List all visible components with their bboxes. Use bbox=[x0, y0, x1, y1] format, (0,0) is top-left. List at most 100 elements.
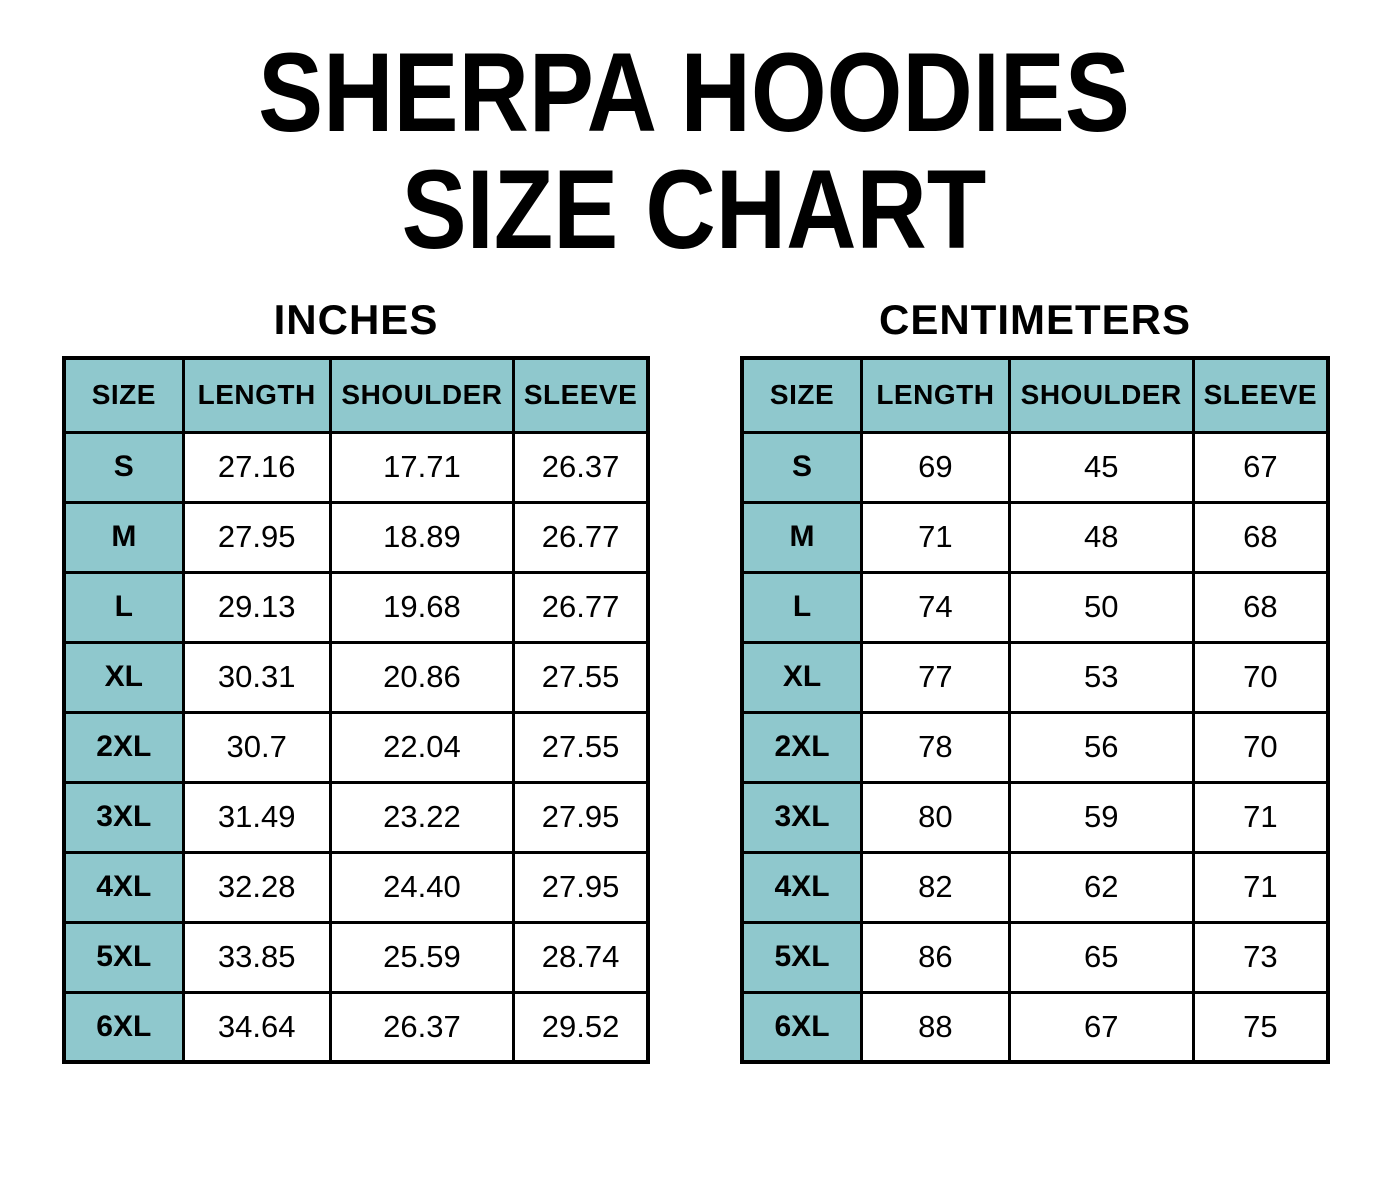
value-cell: 33.85 bbox=[181, 920, 332, 994]
value-cell: 26.37 bbox=[512, 430, 650, 504]
value-cell: 30.7 bbox=[181, 710, 332, 784]
table-row: 4XL 32.28 24.40 27.95 bbox=[62, 850, 650, 924]
value-cell: 86 bbox=[860, 920, 1011, 994]
value-cell: 26.77 bbox=[512, 570, 650, 644]
value-cell: 80 bbox=[860, 780, 1011, 854]
table-row: S 69 45 67 bbox=[740, 430, 1330, 504]
value-cell: 34.64 bbox=[181, 990, 332, 1064]
table-row: L 29.13 19.68 26.77 bbox=[62, 570, 650, 644]
value-cell: 65 bbox=[1007, 920, 1195, 994]
value-cell: 88 bbox=[860, 990, 1011, 1064]
table-row: S 27.16 17.71 26.37 bbox=[62, 430, 650, 504]
column-header-shoulder: SHOULDER bbox=[328, 356, 516, 434]
value-cell: 71 bbox=[860, 500, 1011, 574]
value-cell: 73 bbox=[1191, 920, 1330, 994]
table-row: 4XL 82 62 71 bbox=[740, 850, 1330, 924]
value-cell: 17.71 bbox=[328, 430, 516, 504]
value-cell: 74 bbox=[860, 570, 1011, 644]
tables-container: INCHES SIZE LENGTH SHOULDER SLEEVE S 27.16 17.… bbox=[0, 296, 1388, 1064]
centimeters-size-table: SIZE LENGTH SHOULDER SLEEVE S 69 45 67 M 71 48 68 L 7… bbox=[740, 356, 1330, 1064]
centimeters-section: CENTIMETERS SIZE LENGTH SHOULDER SLEEVE S 69 4… bbox=[740, 296, 1330, 1064]
value-cell: 26.77 bbox=[512, 500, 650, 574]
table-row: XL 77 53 70 bbox=[740, 640, 1330, 714]
size-cell: S bbox=[62, 430, 185, 504]
value-cell: 27.95 bbox=[512, 850, 650, 924]
size-cell: 2XL bbox=[740, 710, 864, 784]
size-cell: 5XL bbox=[740, 920, 864, 994]
size-cell: 4XL bbox=[62, 850, 185, 924]
value-cell: 27.95 bbox=[512, 780, 650, 854]
value-cell: 18.89 bbox=[328, 500, 516, 574]
value-cell: 48 bbox=[1007, 500, 1195, 574]
table-row: 3XL 31.49 23.22 27.95 bbox=[62, 780, 650, 854]
size-cell: S bbox=[740, 430, 864, 504]
value-cell: 19.68 bbox=[328, 570, 516, 644]
inches-size-table: SIZE LENGTH SHOULDER SLEEVE S 27.16 17.71 26.37… bbox=[62, 356, 650, 1064]
value-cell: 31.49 bbox=[181, 780, 332, 854]
page-title: SHERPA HOODIES SIZE CHART bbox=[90, 34, 1298, 268]
size-cell: 6XL bbox=[62, 990, 185, 1064]
table-row: 6XL 88 67 75 bbox=[740, 990, 1330, 1064]
value-cell: 27.95 bbox=[181, 500, 332, 574]
value-cell: 29.13 bbox=[181, 570, 332, 644]
column-header-shoulder: SHOULDER bbox=[1007, 356, 1195, 434]
value-cell: 22.04 bbox=[328, 710, 516, 784]
header-row: SIZE LENGTH SHOULDER SLEEVE bbox=[740, 356, 1330, 434]
value-cell: 27.16 bbox=[181, 430, 332, 504]
size-cell: XL bbox=[740, 640, 864, 714]
value-cell: 67 bbox=[1007, 990, 1195, 1064]
size-cell: 6XL bbox=[740, 990, 864, 1064]
inches-section: INCHES SIZE LENGTH SHOULDER SLEEVE S 27.16 17.… bbox=[62, 296, 650, 1064]
table-row: 5XL 33.85 25.59 28.74 bbox=[62, 920, 650, 994]
size-cell: 5XL bbox=[62, 920, 185, 994]
size-cell: XL bbox=[62, 640, 185, 714]
table-row: 2XL 78 56 70 bbox=[740, 710, 1330, 784]
value-cell: 26.37 bbox=[328, 990, 516, 1064]
value-cell: 27.55 bbox=[512, 710, 650, 784]
value-cell: 68 bbox=[1191, 570, 1330, 644]
value-cell: 32.28 bbox=[181, 850, 332, 924]
value-cell: 25.59 bbox=[328, 920, 516, 994]
column-header-length: LENGTH bbox=[860, 356, 1011, 434]
size-cell: L bbox=[740, 570, 864, 644]
value-cell: 23.22 bbox=[328, 780, 516, 854]
value-cell: 53 bbox=[1007, 640, 1195, 714]
value-cell: 56 bbox=[1007, 710, 1195, 784]
column-header-sleeve: SLEEVE bbox=[512, 356, 650, 434]
value-cell: 50 bbox=[1007, 570, 1195, 644]
value-cell: 59 bbox=[1007, 780, 1195, 854]
column-header-sleeve: SLEEVE bbox=[1191, 356, 1330, 434]
size-cell: M bbox=[740, 500, 864, 574]
value-cell: 45 bbox=[1007, 430, 1195, 504]
size-cell: 4XL bbox=[740, 850, 864, 924]
column-header-size: SIZE bbox=[740, 356, 864, 434]
table-row: 2XL 30.7 22.04 27.55 bbox=[62, 710, 650, 784]
value-cell: 68 bbox=[1191, 500, 1330, 574]
value-cell: 27.55 bbox=[512, 640, 650, 714]
page-title-line-2: SIZE CHART bbox=[401, 147, 987, 272]
column-header-length: LENGTH bbox=[181, 356, 332, 434]
value-cell: 20.86 bbox=[328, 640, 516, 714]
size-cell: 3XL bbox=[62, 780, 185, 854]
inches-label: INCHES bbox=[273, 296, 439, 343]
value-cell: 78 bbox=[860, 710, 1011, 784]
centimeters-label: CENTIMETERS bbox=[878, 296, 1191, 343]
value-cell: 29.52 bbox=[512, 990, 650, 1064]
size-cell: L bbox=[62, 570, 185, 644]
table-row: 5XL 86 65 73 bbox=[740, 920, 1330, 994]
value-cell: 67 bbox=[1191, 430, 1330, 504]
header-row: SIZE LENGTH SHOULDER SLEEVE bbox=[62, 356, 650, 434]
value-cell: 24.40 bbox=[328, 850, 516, 924]
value-cell: 28.74 bbox=[512, 920, 650, 994]
size-cell: 2XL bbox=[62, 710, 185, 784]
page-title-line-1: SHERPA HOODIES bbox=[258, 30, 1130, 155]
value-cell: 71 bbox=[1191, 780, 1330, 854]
table-row: M 71 48 68 bbox=[740, 500, 1330, 574]
table-row: XL 30.31 20.86 27.55 bbox=[62, 640, 650, 714]
value-cell: 62 bbox=[1007, 850, 1195, 924]
value-cell: 82 bbox=[860, 850, 1011, 924]
value-cell: 70 bbox=[1191, 710, 1330, 784]
value-cell: 30.31 bbox=[181, 640, 332, 714]
value-cell: 69 bbox=[860, 430, 1011, 504]
